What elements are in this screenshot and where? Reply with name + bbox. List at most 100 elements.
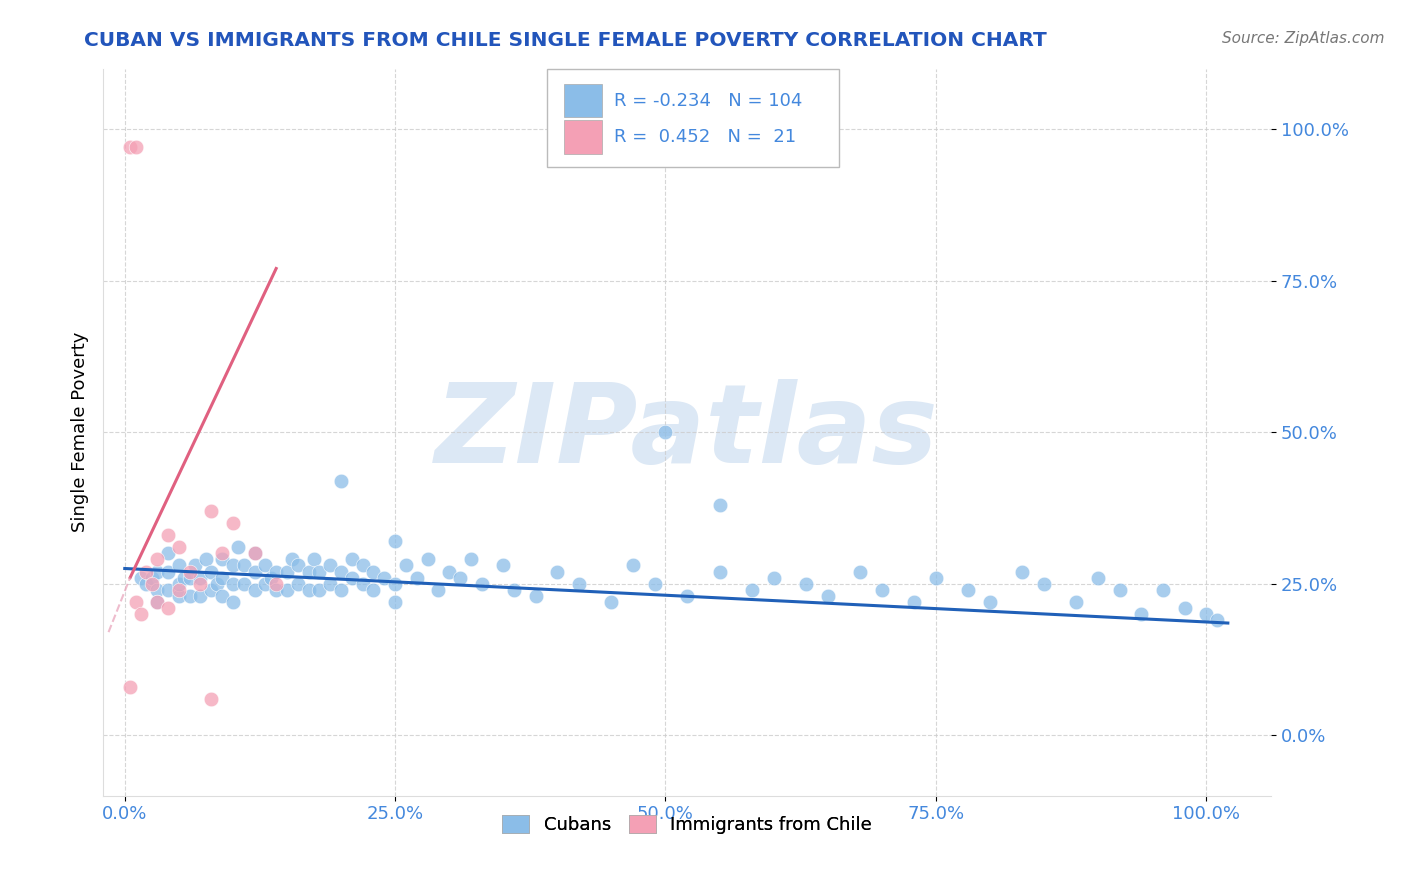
Point [352,558,374,573]
Point [200,504,222,518]
Point [957,582,980,597]
Point [297,582,319,597]
Point [460,552,482,566]
Point [129,571,152,585]
FancyBboxPatch shape [547,69,839,167]
Point [1011,565,1033,579]
Point [135,576,157,591]
Point [167,589,190,603]
Point [395,558,418,573]
Point [190,571,212,585]
Point [276,582,298,597]
Point [416,552,439,566]
Point [156,528,179,542]
Point [146,582,169,597]
Point [319,576,342,591]
Point [363,582,385,597]
Point [222,576,245,591]
Point [243,582,266,597]
Point [471,576,494,591]
Point [644,576,666,591]
Point [1108,582,1130,597]
Point [1195,607,1218,621]
Text: CUBAN VS IMMIGRANTS FROM CHILE SINGLE FEMALE POVERTY CORRELATION CHART: CUBAN VS IMMIGRANTS FROM CHILE SINGLE FE… [84,31,1047,50]
FancyBboxPatch shape [564,84,602,117]
Point [1130,607,1153,621]
Point [167,558,190,573]
Point [146,565,169,579]
Legend: Cubans, Immigrants from Chile: Cubans, Immigrants from Chile [495,807,879,841]
Point [222,595,245,609]
Text: R =  0.452   N =  21: R = 0.452 N = 21 [613,128,796,146]
Point [222,516,245,530]
Point [925,571,948,585]
Point [156,565,179,579]
Point [190,589,212,603]
Point [264,582,287,597]
Point [179,571,201,585]
Point [794,576,817,591]
Point [184,558,207,573]
Point [211,546,233,560]
Point [621,558,644,573]
Point [120,140,142,154]
Point [281,552,304,566]
Point [167,582,190,597]
Point [179,589,201,603]
Point [120,680,142,694]
Point [297,565,319,579]
Point [167,576,190,591]
Point [1066,595,1088,609]
Point [308,582,330,597]
Point [211,552,233,566]
Point [156,582,179,597]
Point [340,571,363,585]
Point [156,546,179,560]
Point [141,576,163,591]
Point [492,558,515,573]
Point [226,541,249,555]
Point [709,498,731,512]
Point [200,582,222,597]
Point [146,595,169,609]
Point [211,589,233,603]
Point [903,595,925,609]
Point [194,552,217,566]
Point [200,565,222,579]
Point [849,565,872,579]
Text: Source: ZipAtlas.com: Source: ZipAtlas.com [1222,31,1385,46]
Point [709,565,731,579]
Point [243,546,266,560]
Point [146,552,169,566]
Point [141,571,163,585]
FancyBboxPatch shape [564,120,602,153]
Point [330,582,353,597]
Point [308,565,330,579]
Point [1174,600,1197,615]
Point [260,571,283,585]
Point [600,595,623,609]
Point [870,582,893,597]
Point [979,595,1001,609]
Point [384,595,406,609]
Point [264,576,287,591]
Point [762,571,785,585]
Point [319,558,342,573]
Y-axis label: Single Female Poverty: Single Female Poverty [72,332,89,533]
Point [1087,571,1109,585]
Text: ZIPatlas: ZIPatlas [436,378,939,485]
Point [340,552,363,566]
Point [264,565,287,579]
Point [741,582,763,597]
Point [287,576,309,591]
Point [363,565,385,579]
Point [1152,582,1174,597]
Point [546,565,568,579]
Point [654,425,676,439]
Point [503,582,526,597]
Point [167,541,190,555]
Point [384,534,406,549]
Point [200,691,222,706]
Point [287,558,309,573]
Point [817,589,839,603]
